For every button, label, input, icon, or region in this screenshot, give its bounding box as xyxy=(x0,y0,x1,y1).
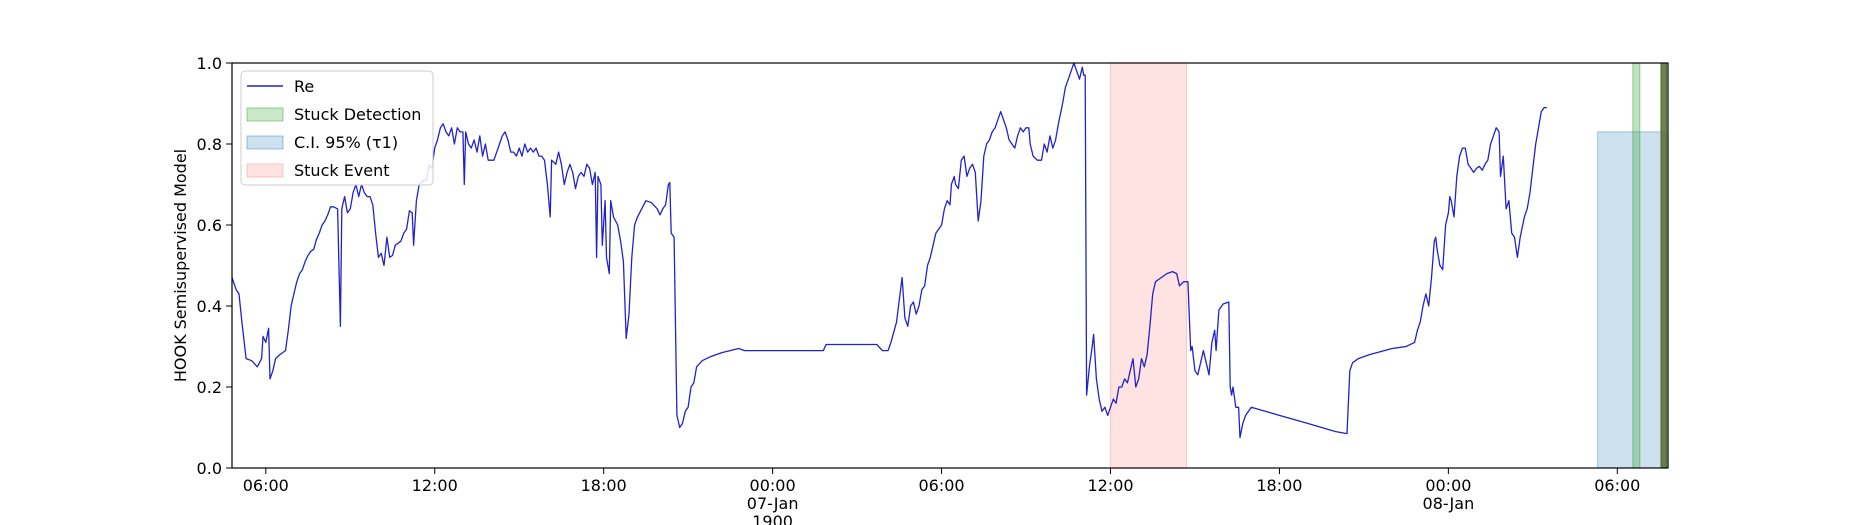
x-tick-label: 18:00 xyxy=(1256,476,1302,495)
legend-box xyxy=(240,70,434,186)
shaded-region-stuck-event-0 xyxy=(1109,62,1188,469)
plot-frame xyxy=(231,62,1669,469)
y-tick-label: 0.6 xyxy=(197,216,222,235)
x-tick-label: 00:00 xyxy=(1425,476,1471,495)
legend-swatch-stuck-event xyxy=(246,163,284,178)
x-tick-label: 06:00 xyxy=(1594,476,1640,495)
legend-label-c-i-95-1: C.I. 95% (τ1) xyxy=(294,133,398,152)
x-tick-date-label: 08-Jan xyxy=(1423,494,1475,513)
x-tick-date-label: 07-Jan xyxy=(747,494,799,513)
shaded-region-stuck-detection-2 xyxy=(1632,62,1641,469)
legend-label-stuck-event: Stuck Event xyxy=(294,161,390,180)
y-tick-label: 0.4 xyxy=(197,297,222,316)
y-axis-ticks: 0.0 0.2 0.4 0.6 0.8 1.0 xyxy=(197,54,232,478)
x-tick-label: 06:00 xyxy=(918,476,964,495)
x-tick-year-label: 1900 xyxy=(752,512,793,525)
legend-label-stuck-detection: Stuck Detection xyxy=(294,105,421,124)
y-tick-label: 0.2 xyxy=(197,378,222,397)
shaded-region-stuck-detection-3 xyxy=(1660,62,1668,469)
y-tick-label: 0.8 xyxy=(197,135,222,154)
x-tick-label: 18:00 xyxy=(581,476,627,495)
legend: Re Stuck Detection C.I. 95% (τ1) Stuck Even… xyxy=(240,70,434,186)
shaded-region-c-i-95-1--1 xyxy=(1597,131,1669,469)
y-tick-label: 0.0 xyxy=(197,459,222,478)
legend-swatch-stuck-detection xyxy=(246,107,284,122)
x-tick-label: 06:00 xyxy=(243,476,289,495)
shaded-regions xyxy=(1109,62,1669,469)
series-line-re xyxy=(231,62,1547,439)
x-tick-label: 00:00 xyxy=(750,476,796,495)
y-tick-label: 1.0 xyxy=(197,54,222,73)
series-layer xyxy=(231,62,1547,439)
x-tick-label: 12:00 xyxy=(412,476,458,495)
x-tick-label: 12:00 xyxy=(1087,476,1133,495)
legend-swatch-c-i-95-1 xyxy=(246,135,284,150)
y-axis-label: HOOK Semisupervised Model xyxy=(171,149,190,382)
legend-label-re: Re xyxy=(294,77,314,96)
